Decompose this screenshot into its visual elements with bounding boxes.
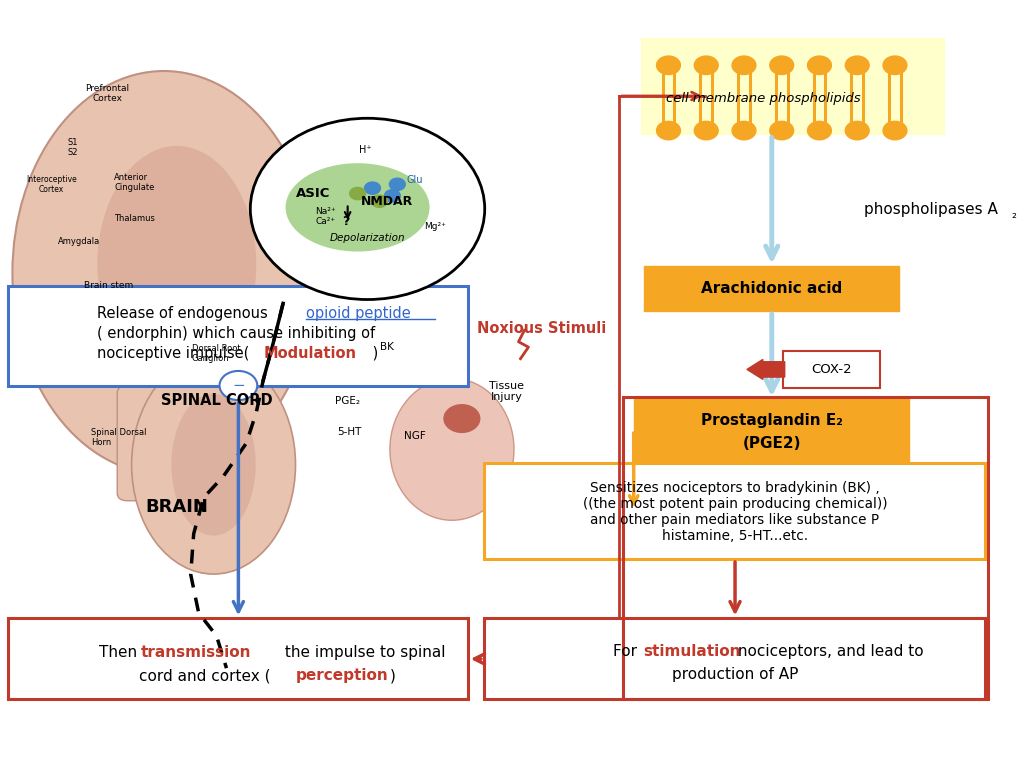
Circle shape bbox=[845, 121, 869, 140]
Text: and other pain mediators like substance P: and other pain mediators like substance … bbox=[591, 513, 880, 527]
Ellipse shape bbox=[12, 71, 315, 475]
Circle shape bbox=[808, 121, 831, 140]
Text: Anterior
Cingulate: Anterior Cingulate bbox=[115, 173, 155, 193]
Text: SPINAL CORD: SPINAL CORD bbox=[161, 393, 272, 409]
Text: Na²⁺
Ca²⁺: Na²⁺ Ca²⁺ bbox=[315, 207, 336, 227]
Circle shape bbox=[770, 121, 794, 140]
FancyBboxPatch shape bbox=[483, 618, 985, 699]
Circle shape bbox=[732, 121, 756, 140]
FancyArrow shape bbox=[746, 359, 784, 379]
Ellipse shape bbox=[171, 394, 256, 536]
Text: cell membrane phospholipids: cell membrane phospholipids bbox=[666, 92, 860, 104]
Text: Prefrontal
Cortex: Prefrontal Cortex bbox=[85, 84, 129, 104]
Text: opioid peptide: opioid peptide bbox=[306, 306, 411, 321]
Text: ((the most potent pain producing chemical)): ((the most potent pain producing chemica… bbox=[583, 497, 888, 511]
FancyBboxPatch shape bbox=[483, 463, 985, 559]
Text: 5-HT: 5-HT bbox=[338, 426, 361, 437]
Text: ASIC: ASIC bbox=[296, 187, 330, 200]
Circle shape bbox=[694, 121, 718, 140]
FancyBboxPatch shape bbox=[782, 351, 880, 388]
Circle shape bbox=[372, 195, 387, 207]
Text: Arachidonic acid: Arachidonic acid bbox=[701, 281, 843, 296]
Text: Spinal Dorsal
Horn: Spinal Dorsal Horn bbox=[91, 428, 146, 448]
Circle shape bbox=[349, 187, 366, 200]
FancyBboxPatch shape bbox=[117, 386, 199, 501]
Text: COX-2: COX-2 bbox=[811, 363, 852, 376]
Text: Release of endogenous: Release of endogenous bbox=[97, 306, 272, 321]
Circle shape bbox=[883, 56, 907, 74]
Circle shape bbox=[808, 56, 831, 74]
Text: cord and cortex (: cord and cortex ( bbox=[139, 668, 270, 684]
Circle shape bbox=[694, 56, 718, 74]
FancyBboxPatch shape bbox=[8, 286, 468, 386]
Text: −: − bbox=[232, 378, 245, 393]
FancyBboxPatch shape bbox=[641, 38, 944, 134]
Text: nociceptors, and lead to: nociceptors, and lead to bbox=[733, 644, 924, 659]
Circle shape bbox=[883, 121, 907, 140]
Circle shape bbox=[384, 190, 400, 202]
Text: ): ) bbox=[389, 668, 395, 684]
Ellipse shape bbox=[286, 164, 430, 252]
Text: Depolarization: Depolarization bbox=[330, 233, 406, 243]
Text: BRAIN: BRAIN bbox=[145, 498, 208, 516]
Text: Then: Then bbox=[99, 645, 142, 660]
Text: S1
S2: S1 S2 bbox=[68, 137, 78, 157]
Text: Brain stem: Brain stem bbox=[84, 281, 134, 290]
Text: Glu: Glu bbox=[407, 175, 424, 186]
Text: Dorsal Root
Ganglion: Dorsal Root Ganglion bbox=[191, 343, 241, 363]
Circle shape bbox=[656, 121, 680, 140]
Text: ( endorphin) which cause inhibiting of: ( endorphin) which cause inhibiting of bbox=[97, 326, 376, 341]
Text: (PGE2): (PGE2) bbox=[742, 436, 801, 452]
Ellipse shape bbox=[132, 355, 296, 574]
FancyBboxPatch shape bbox=[634, 399, 909, 461]
Text: ?: ? bbox=[342, 215, 349, 227]
Text: production of AP: production of AP bbox=[672, 667, 799, 682]
FancyBboxPatch shape bbox=[644, 266, 899, 311]
Text: transmission: transmission bbox=[141, 645, 252, 660]
Circle shape bbox=[219, 371, 257, 400]
Ellipse shape bbox=[390, 379, 514, 521]
Circle shape bbox=[444, 405, 480, 432]
Text: Noxious Stimuli: Noxious Stimuli bbox=[477, 321, 606, 336]
Text: stimulation: stimulation bbox=[644, 644, 741, 659]
Circle shape bbox=[845, 56, 869, 74]
Text: Modulation: Modulation bbox=[263, 346, 356, 361]
Text: Thalamus: Thalamus bbox=[115, 214, 155, 223]
Circle shape bbox=[656, 56, 680, 74]
Text: phospholipases A: phospholipases A bbox=[864, 201, 998, 217]
Text: For: For bbox=[612, 644, 642, 659]
Text: ₂: ₂ bbox=[1011, 208, 1016, 221]
Circle shape bbox=[389, 178, 406, 190]
Text: Sensitizes nociceptors to bradykinin (BK) ,: Sensitizes nociceptors to bradykinin (BK… bbox=[590, 481, 880, 495]
FancyBboxPatch shape bbox=[8, 618, 468, 699]
Circle shape bbox=[250, 118, 484, 300]
Circle shape bbox=[732, 56, 756, 74]
Text: PGE₂: PGE₂ bbox=[335, 396, 360, 406]
Text: Tissue
Injury: Tissue Injury bbox=[489, 381, 524, 402]
Circle shape bbox=[770, 56, 794, 74]
Text: Interoceptive
Cortex: Interoceptive Cortex bbox=[27, 174, 77, 194]
Circle shape bbox=[365, 182, 381, 194]
Text: Amygdala: Amygdala bbox=[57, 237, 100, 247]
Text: NGF: NGF bbox=[404, 431, 426, 442]
Ellipse shape bbox=[97, 146, 256, 384]
Text: BK: BK bbox=[381, 342, 394, 353]
Text: Prostaglandin E₂: Prostaglandin E₂ bbox=[700, 413, 843, 429]
Text: the impulse to spinal: the impulse to spinal bbox=[281, 645, 445, 660]
Text: H⁺: H⁺ bbox=[359, 144, 372, 155]
Text: perception: perception bbox=[296, 668, 389, 684]
Text: nociceptive impulse(: nociceptive impulse( bbox=[97, 346, 254, 361]
Text: histamine, 5-HT...etc.: histamine, 5-HT...etc. bbox=[662, 529, 808, 543]
Text: ): ) bbox=[368, 346, 378, 361]
Text: Mg²⁺: Mg²⁺ bbox=[424, 222, 446, 231]
Text: NMDAR: NMDAR bbox=[361, 195, 414, 207]
